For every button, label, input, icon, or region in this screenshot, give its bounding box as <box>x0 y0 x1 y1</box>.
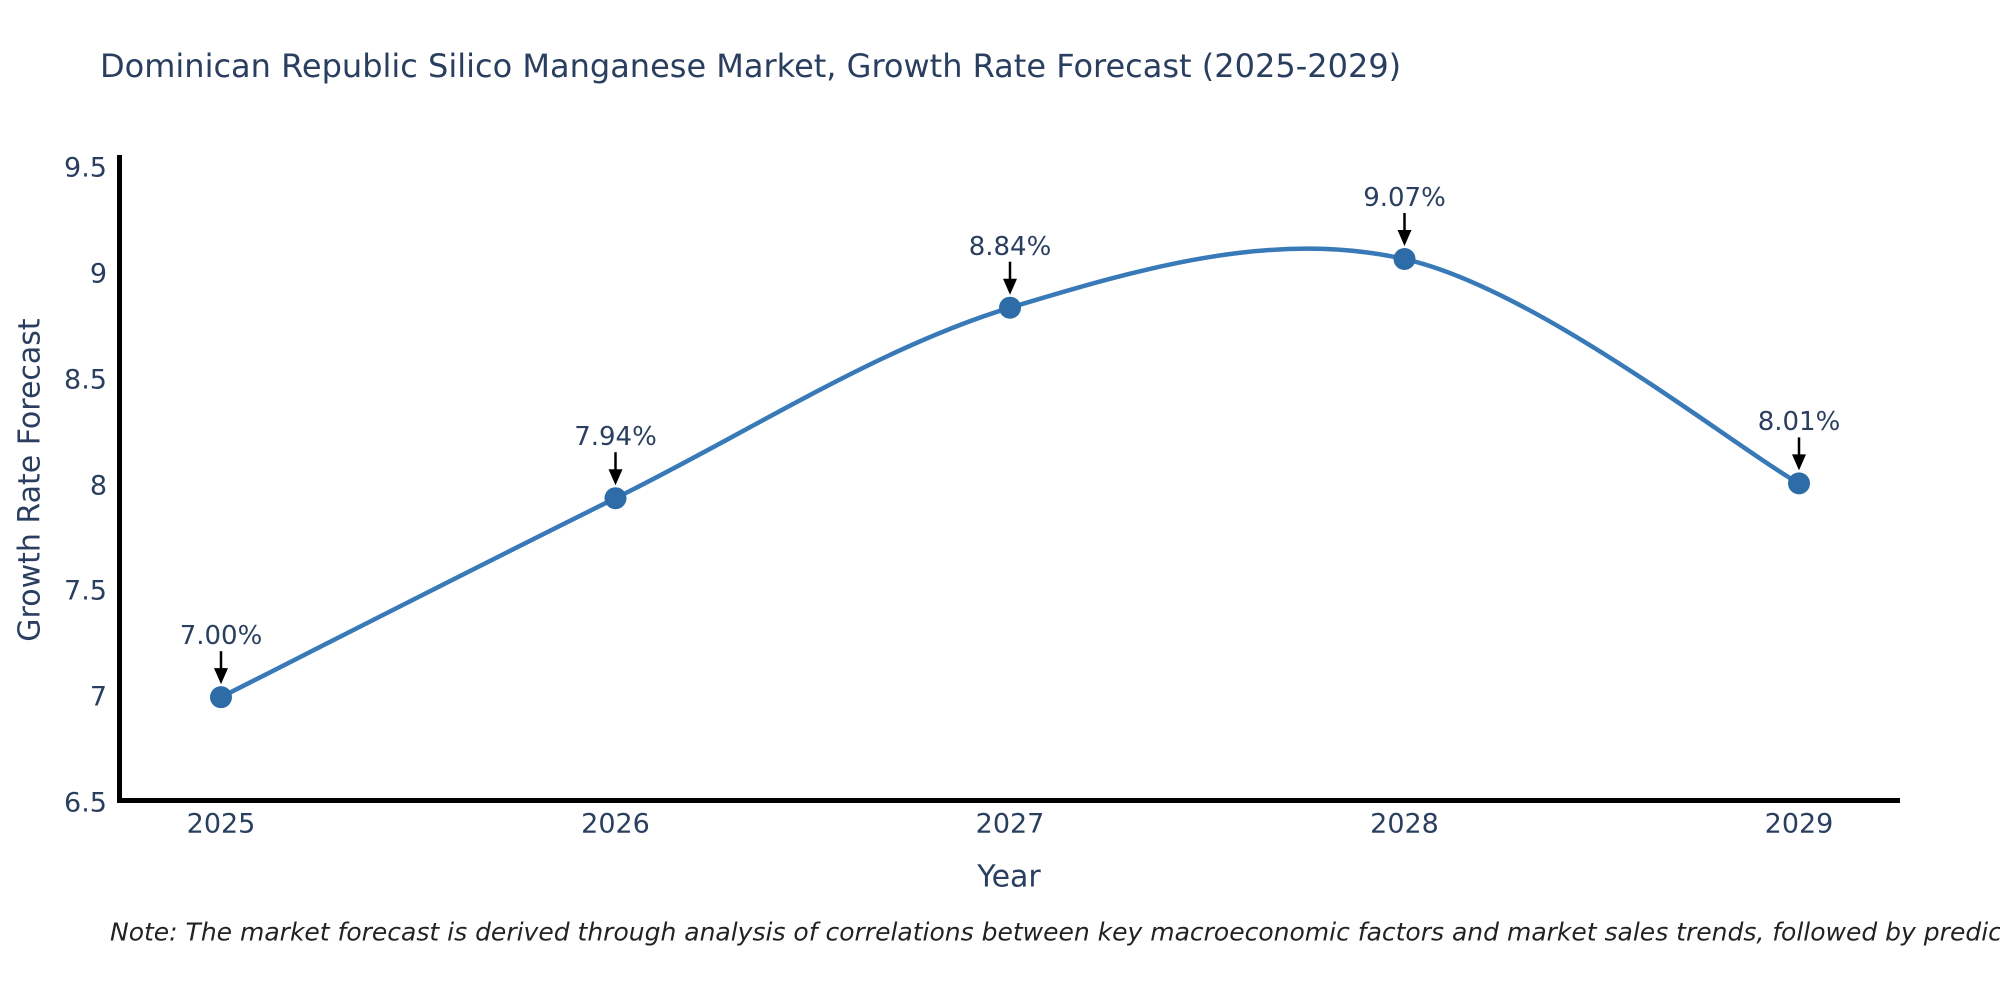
x-tick-label: 2027 <box>975 808 1045 840</box>
point-annotation-label: 9.07% <box>1363 183 1446 214</box>
data-point-marker[interactable] <box>999 296 1021 319</box>
footnote: Note: The market forecast is derived thr… <box>110 917 2000 947</box>
annotation-arrow-head <box>608 469 623 486</box>
y-tick-label: 9.5 <box>64 152 107 184</box>
x-tick-label: 2026 <box>581 808 650 840</box>
x-tick-label: 2025 <box>186 808 256 840</box>
y-tick-label: 9 <box>89 258 107 290</box>
x-tick-label: 2029 <box>1764 808 1834 840</box>
annotation-arrow-head <box>1792 454 1806 471</box>
data-point-marker[interactable] <box>1788 472 1810 495</box>
annotation-arrow-head <box>1397 230 1412 247</box>
annotation-arrow-head <box>1003 278 1017 295</box>
data-point-marker[interactable] <box>604 487 627 510</box>
chart-title: Dominican Republic Silico Manganese Mark… <box>100 47 1402 85</box>
x-tick-label: 2028 <box>1370 808 1439 840</box>
data-point-marker[interactable] <box>210 686 232 709</box>
y-tick-label: 6.5 <box>64 787 107 819</box>
y-tick-label: 7.5 <box>64 575 107 607</box>
data-points[interactable] <box>210 248 1810 709</box>
annotation-arrow-head <box>214 668 228 685</box>
point-annotation-label: 7.94% <box>574 422 657 453</box>
y-tick-label: 8.5 <box>64 364 107 396</box>
x-axis-title: Year <box>977 859 1041 895</box>
point-annotation-label: 7.00% <box>179 621 263 652</box>
point-annotation-label: 8.01% <box>1757 407 1841 438</box>
point-annotation-label: 8.84% <box>968 231 1052 262</box>
annotation-arrows <box>214 213 1806 685</box>
y-tick-label: 7 <box>89 681 107 713</box>
y-axis-title: Growth Rate Forecast <box>12 318 48 642</box>
y-tick-label: 8 <box>89 470 107 501</box>
data-point-marker[interactable] <box>1393 248 1416 271</box>
